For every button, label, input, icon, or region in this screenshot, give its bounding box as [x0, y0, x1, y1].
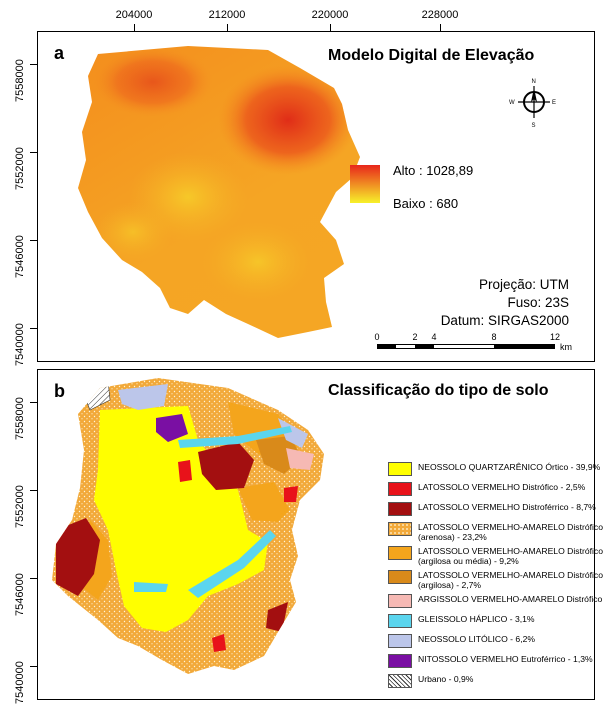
y-tick-label: 7540000	[14, 661, 26, 704]
x-tick-label: 228000	[421, 9, 459, 21]
scale-label: 2	[412, 332, 418, 342]
scale-label: 12	[549, 332, 561, 342]
legend-label: GLEISSOLO HÁPLICO - 3,1%	[418, 614, 535, 624]
compass-e: E	[552, 100, 556, 106]
y-tick-label: 7558000	[14, 397, 26, 440]
projection-info: Projeção: UTM Fuso: 23S Datum: SIRGAS200…	[441, 276, 569, 330]
panel-a-elevation-map: a Modelo Digital de Elevação	[37, 31, 595, 362]
panel-title: Classificação do tipo de solo	[328, 382, 549, 399]
y-tick-label: 7558000	[14, 59, 26, 102]
legend-label: LATOSSOLO VERMELHO Distrófico - 2,5%	[418, 482, 586, 492]
fuso-line: Fuso: 23S	[507, 295, 569, 310]
legend-label: LATOSSOLO VERMELHO-AMARELO Distrófico (a…	[418, 522, 603, 542]
legend-label: NEOSSOLO LITÓLICO - 6,2%	[418, 634, 536, 644]
scale-bar: 0 2 4 8 12 km	[368, 332, 588, 356]
legend-label: LATOSSOLO VERMELHO-AMARELO Distrófico (a…	[418, 546, 603, 566]
scale-label: 8	[491, 332, 497, 342]
elevation-high-label: Alto : 1028,89	[393, 163, 474, 178]
compass-n: N	[532, 79, 536, 85]
legend-label: NITOSSOLO VERMELHO Eutroférrico - 1,3%	[418, 654, 593, 664]
elevation-map-svg	[78, 46, 360, 338]
legend-label: NEOSSOLO QUARTZARÊNICO Órtico - 39,9%	[418, 462, 601, 472]
scale-label: 4	[431, 332, 437, 342]
scale-label: 0	[374, 332, 380, 342]
x-tick-label: 220000	[311, 9, 349, 21]
soil-map-svg	[52, 378, 324, 674]
scale-unit: km	[560, 342, 572, 352]
y-tick-label: 7552000	[14, 485, 26, 528]
y-tick-label: 7552000	[14, 147, 26, 190]
legend-label: ARGISSOLO VERMELHO-AMARELO Distrófico - …	[418, 594, 603, 604]
legend-label: LATOSSOLO VERMELHO Distroférrico - 8,7%	[418, 502, 596, 512]
soil-polygons	[52, 378, 324, 674]
x-tick-label: 212000	[208, 9, 246, 21]
legend-label: Urbano - 0,9%	[418, 674, 474, 684]
panel-title: Modelo Digital de Elevação	[328, 47, 535, 64]
compass-rose-icon: N S E W	[506, 74, 562, 130]
elevation-color-ramp	[350, 165, 380, 203]
elevation-low-label: Baixo : 680	[393, 196, 459, 211]
panel-b-soil-map: b Classificação do tipo de solo	[37, 369, 603, 700]
legend-label: LATOSSOLO VERMELHO-AMARELO Distrófico (a…	[418, 570, 603, 590]
panel-letter: a	[54, 43, 65, 63]
panel-letter: b	[54, 381, 65, 401]
x-tick-label: 204000	[115, 9, 153, 21]
y-tick-label: 7546000	[14, 235, 26, 278]
datum-line: Datum: SIRGAS2000	[440, 313, 569, 328]
compass-w: W	[509, 100, 515, 106]
y-tick-label: 7540000	[14, 323, 26, 366]
compass-s: S	[532, 123, 536, 129]
projection-line: Projeção: UTM	[478, 277, 569, 292]
y-tick-label: 7546000	[14, 573, 26, 616]
